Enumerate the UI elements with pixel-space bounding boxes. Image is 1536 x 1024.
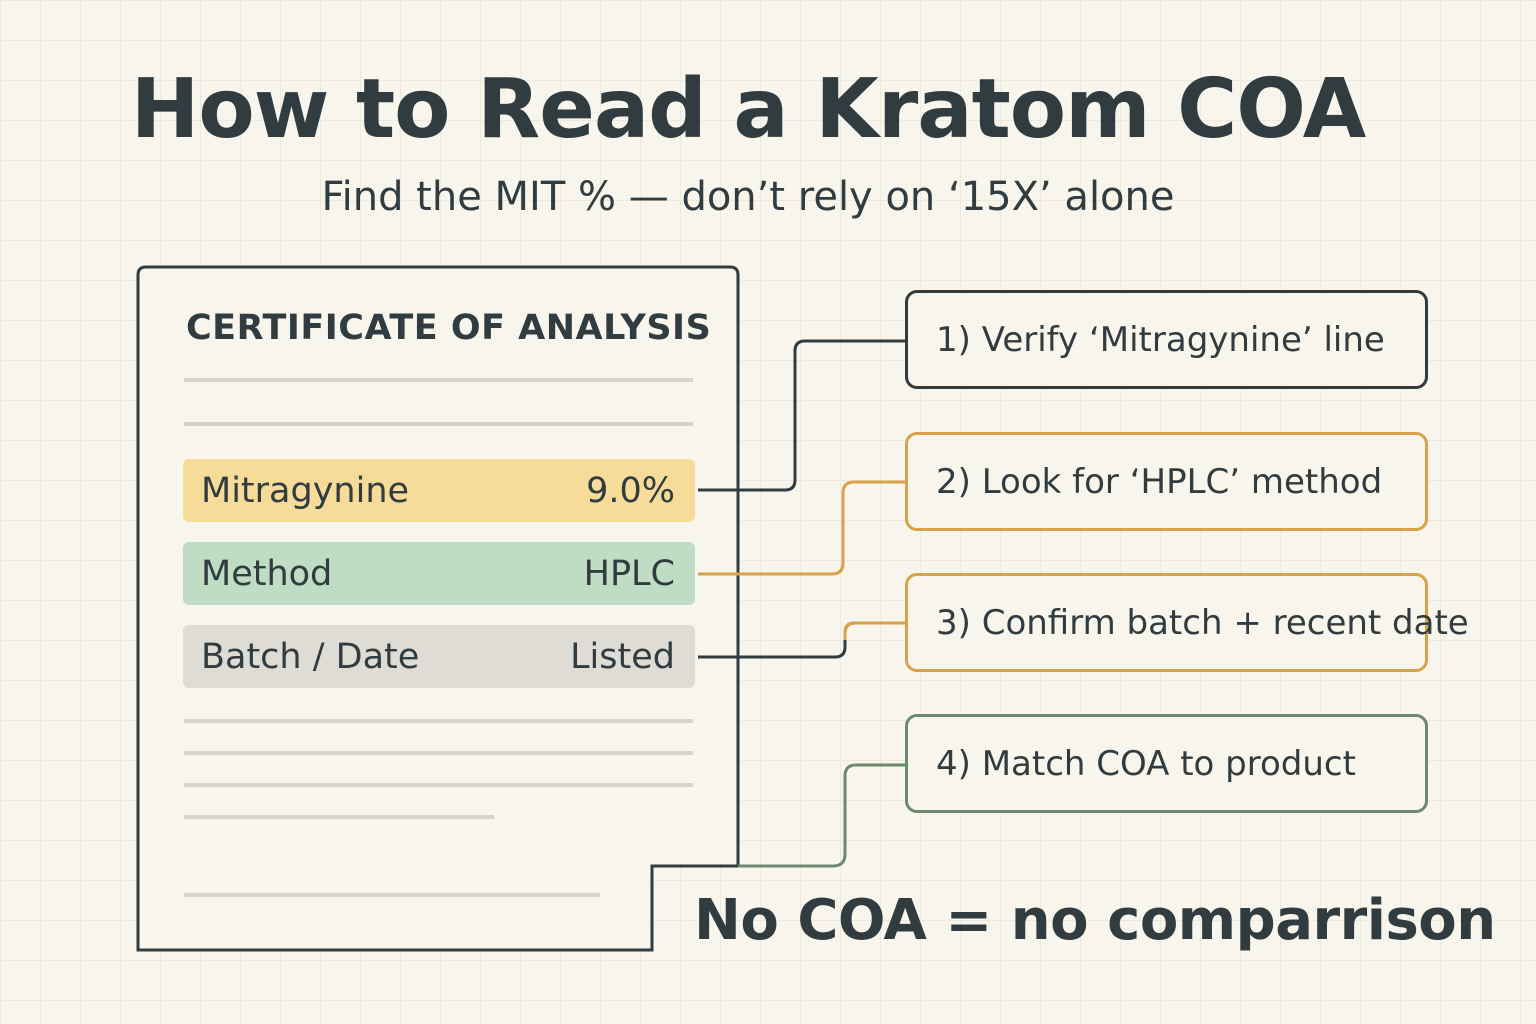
row-batch-date: Batch / Date Listed [183,625,695,688]
step-2-box: 2) Look for ‘HPLC’ method [905,432,1428,531]
connector-1 [698,339,905,492]
row-label: Mitragynine [201,470,410,511]
page-title: How to Read a Kratom COA [130,62,1367,157]
row-label: Method [201,553,333,594]
row-method: Method HPLC [183,542,695,605]
row-value: HPLC [583,553,675,594]
step-3-box: 3) Confirm batch + recent date [905,573,1469,672]
document-outline [136,265,740,952]
step-4-box: 4) Match COA to product [905,714,1428,813]
row-value: Listed [570,636,675,677]
step-label: 4) Match COA to product [936,743,1356,784]
footer-note: No COA = no comparrison [694,888,1496,953]
row-mitragynine: Mitragynine 9.0% [183,459,695,522]
step-label: 2) Look for ‘HPLC’ method [936,461,1383,502]
connector-4 [738,763,905,868]
row-label: Batch / Date [201,636,420,677]
subtitle: Find the MIT % — don’t rely on ‘15X’ alo… [321,174,1175,220]
document-text-lines [184,378,693,897]
step-label: 1) Verify ‘Mitragynine’ line [936,319,1385,360]
step-label: 3) Confirm batch + recent date [936,602,1469,643]
step-1-box: 1) Verify ‘Mitragynine’ line [905,290,1428,389]
row-value: 9.0% [586,470,675,511]
connector-2 [698,480,905,576]
coa-heading: CERTIFICATE OF ANALYSIS [186,308,712,348]
connector-3-accent [843,621,905,640]
